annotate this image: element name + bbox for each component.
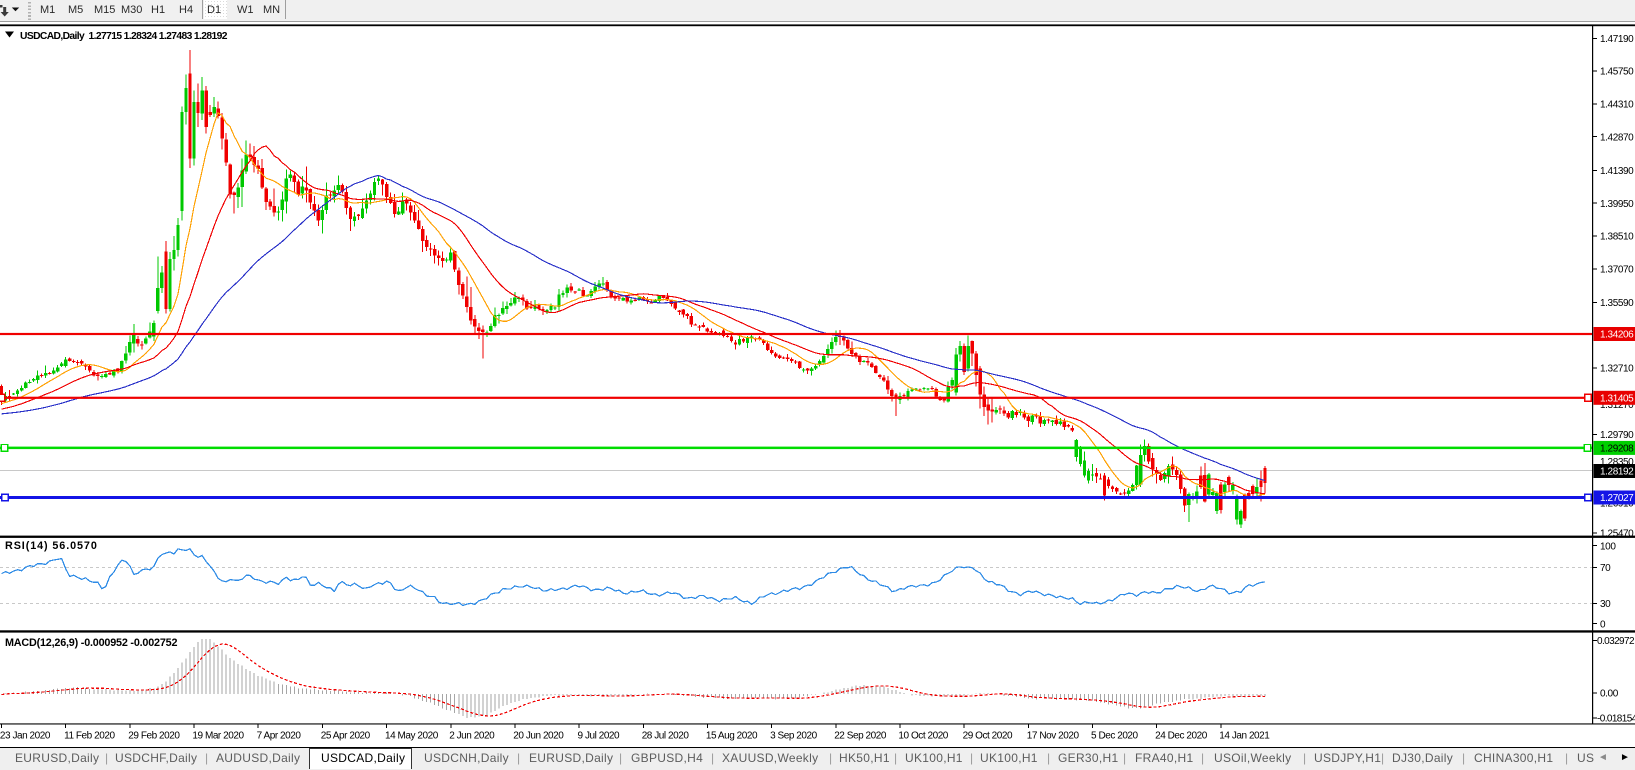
svg-text:RSI(14) 56.0570: RSI(14) 56.0570 bbox=[5, 540, 98, 552]
svg-text:1.38510: 1.38510 bbox=[1600, 232, 1634, 243]
svg-text:17 Nov 2020: 17 Nov 2020 bbox=[1027, 731, 1080, 742]
svg-text:1.27027: 1.27027 bbox=[1600, 493, 1634, 504]
svg-text:2 Jun 2020: 2 Jun 2020 bbox=[449, 731, 495, 742]
svg-text:0.00: 0.00 bbox=[1600, 689, 1619, 700]
svg-text:1.41390: 1.41390 bbox=[1600, 166, 1634, 177]
svg-text:1.39950: 1.39950 bbox=[1600, 199, 1634, 210]
svg-text:30: 30 bbox=[1600, 599, 1611, 610]
svg-text:0.032972: 0.032972 bbox=[1597, 636, 1635, 647]
svg-text:10 Oct 2020: 10 Oct 2020 bbox=[898, 731, 948, 742]
svg-text:1.29790: 1.29790 bbox=[1600, 430, 1634, 441]
svg-text:25 Apr 2020: 25 Apr 2020 bbox=[321, 731, 371, 742]
svg-text:7 Apr 2020: 7 Apr 2020 bbox=[257, 731, 302, 742]
svg-text:19 Mar 2020: 19 Mar 2020 bbox=[192, 731, 244, 742]
svg-text:23 Jan 2020: 23 Jan 2020 bbox=[0, 731, 51, 742]
svg-text:100: 100 bbox=[1600, 541, 1616, 552]
svg-text:24 Dec 2020: 24 Dec 2020 bbox=[1155, 731, 1208, 742]
svg-text:-0.018154: -0.018154 bbox=[1597, 714, 1635, 725]
svg-text:22 Sep 2020: 22 Sep 2020 bbox=[834, 731, 887, 742]
svg-text:1.34206: 1.34206 bbox=[1600, 330, 1634, 341]
svg-text:1.42870: 1.42870 bbox=[1600, 132, 1634, 143]
svg-text:14 May 2020: 14 May 2020 bbox=[385, 731, 439, 742]
svg-text:11 Feb 2020: 11 Feb 2020 bbox=[64, 731, 115, 742]
svg-text:1.37070: 1.37070 bbox=[1600, 264, 1634, 275]
svg-text:0: 0 bbox=[1600, 619, 1606, 630]
svg-text:1.28192: 1.28192 bbox=[1600, 467, 1634, 478]
svg-text:20 Jun 2020: 20 Jun 2020 bbox=[513, 731, 564, 742]
svg-text:70: 70 bbox=[1600, 563, 1611, 574]
svg-text:MACD(12,26,9) -0.000952 -0.002: MACD(12,26,9) -0.000952 -0.002752 bbox=[5, 637, 177, 649]
svg-text:29 Feb 2020: 29 Feb 2020 bbox=[128, 731, 180, 742]
svg-text:1.47190: 1.47190 bbox=[1600, 34, 1634, 45]
svg-text:1.44310: 1.44310 bbox=[1600, 100, 1634, 111]
svg-text:1.25470: 1.25470 bbox=[1600, 529, 1634, 540]
svg-text:3 Sep 2020: 3 Sep 2020 bbox=[770, 731, 818, 742]
svg-text:USDCAD,Daily 1.27715 1.28324: USDCAD,Daily 1.27715 1.28324 1.27483 1.2… bbox=[20, 31, 228, 42]
svg-text:14 Jan 2021: 14 Jan 2021 bbox=[1219, 731, 1270, 742]
svg-text:1.31405: 1.31405 bbox=[1600, 393, 1634, 404]
svg-text:9 Jul 2020: 9 Jul 2020 bbox=[578, 731, 621, 742]
svg-text:1.29208: 1.29208 bbox=[1600, 444, 1634, 455]
svg-text:5 Dec 2020: 5 Dec 2020 bbox=[1091, 731, 1139, 742]
svg-text:1.32710: 1.32710 bbox=[1600, 364, 1634, 375]
svg-text:29 Oct 2020: 29 Oct 2020 bbox=[963, 731, 1013, 742]
svg-text:1.45750: 1.45750 bbox=[1600, 67, 1634, 78]
svg-text:15 Aug 2020: 15 Aug 2020 bbox=[706, 731, 758, 742]
svg-text:28 Jul 2020: 28 Jul 2020 bbox=[642, 731, 690, 742]
svg-text:1.35590: 1.35590 bbox=[1600, 298, 1634, 309]
